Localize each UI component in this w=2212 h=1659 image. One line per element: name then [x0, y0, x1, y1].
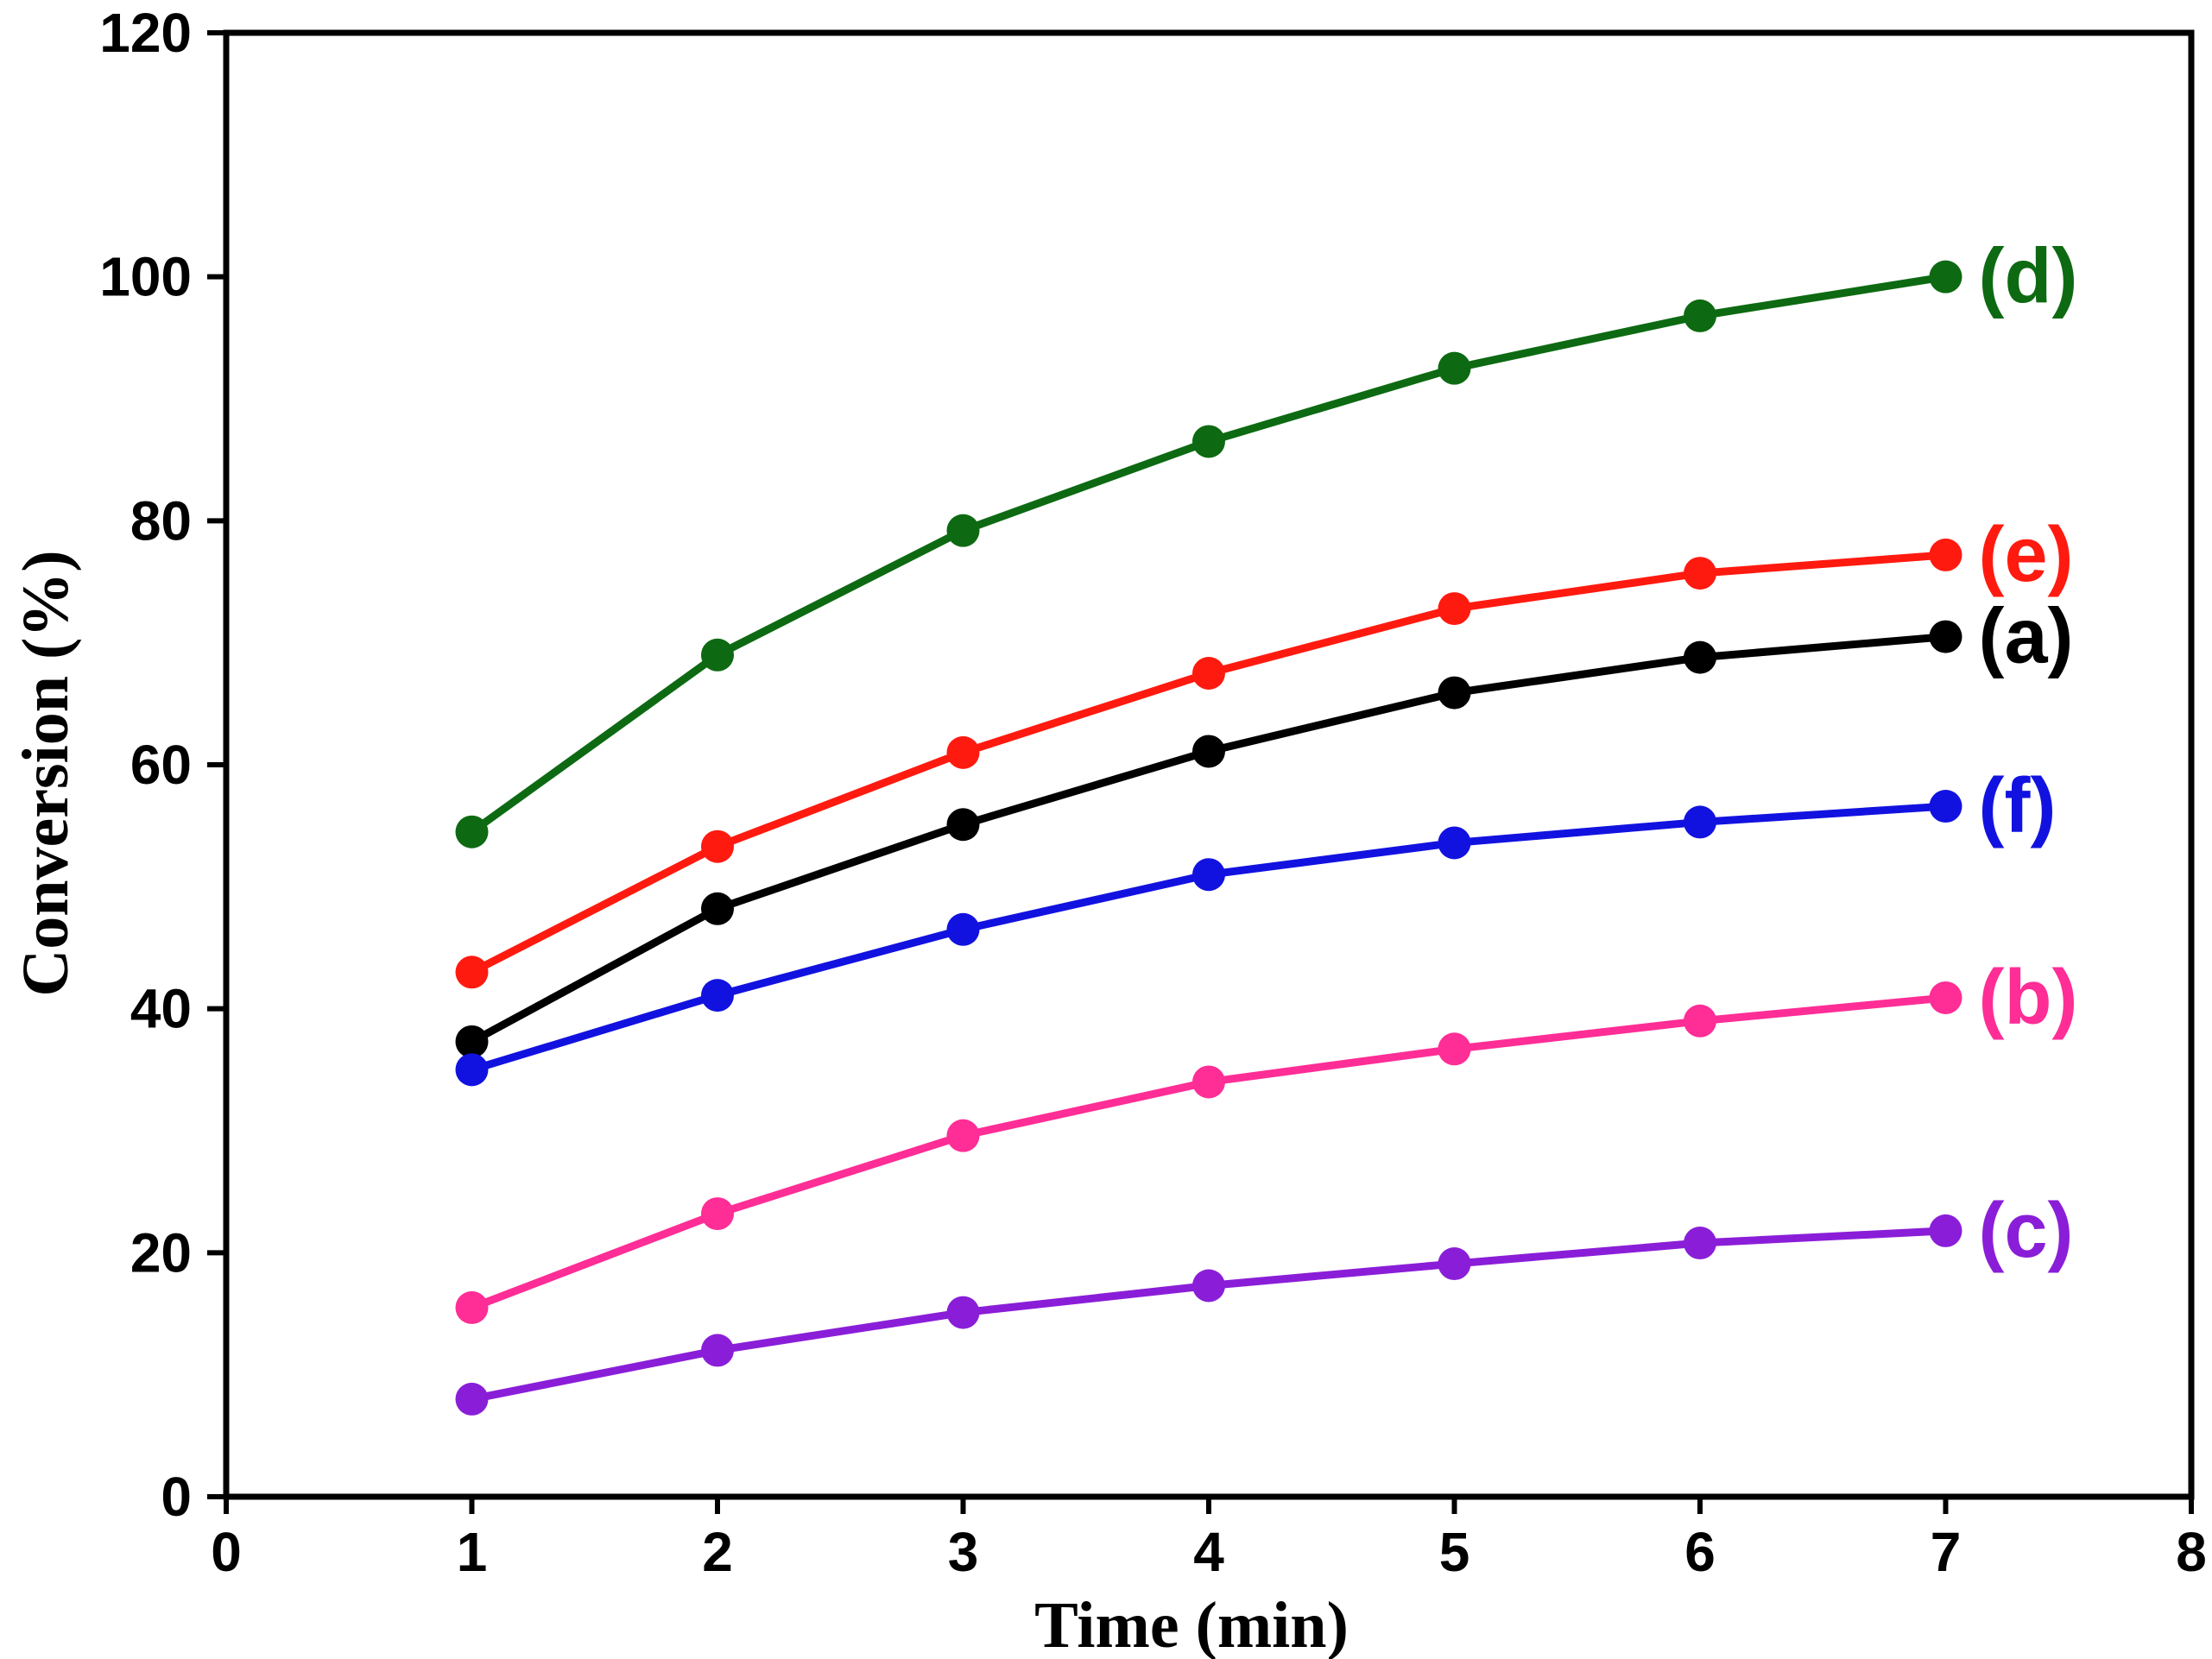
data-point [946, 912, 980, 946]
data-point [1684, 299, 1716, 332]
data-point [946, 1119, 980, 1152]
x-tick-label: 2 [702, 1521, 733, 1583]
x-axis-title: Time (min) [1034, 1589, 1349, 1659]
data-point [1684, 557, 1716, 590]
data-point [1438, 826, 1471, 860]
series-b [455, 981, 1962, 1324]
x-tick-label: 7 [1931, 1521, 1962, 1583]
series-label: (d) [1979, 234, 2078, 320]
data-point [1438, 676, 1471, 710]
data-point [455, 1053, 489, 1087]
data-point [1438, 592, 1471, 626]
data-point [455, 1382, 489, 1416]
series-d [455, 260, 1962, 848]
data-point [1929, 620, 1962, 653]
y-tick-label: 80 [130, 489, 192, 552]
x-tick-label: 1 [457, 1521, 488, 1583]
x-tick-label: 6 [1684, 1521, 1716, 1583]
data-point [701, 892, 734, 925]
series-label: (f) [1979, 763, 2057, 849]
series-line [468, 633, 1950, 1046]
data-point [1192, 1269, 1225, 1303]
data-point [1438, 1247, 1471, 1281]
data-point [946, 1296, 980, 1329]
data-point [1684, 640, 1716, 674]
series-label: (a) [1979, 594, 2074, 680]
data-point [946, 514, 980, 547]
y-tick-label: 120 [99, 2, 192, 64]
data-point [1192, 657, 1225, 690]
y-tick-label: 60 [130, 734, 192, 796]
data-point [455, 1025, 489, 1058]
y-tick-label: 40 [130, 978, 192, 1040]
series-label: (b) [1979, 955, 2078, 1041]
data-point [946, 808, 980, 842]
x-tick-label: 3 [948, 1521, 979, 1583]
data-point [701, 1334, 734, 1367]
data-point [1192, 425, 1225, 458]
series-line [468, 994, 1950, 1312]
data-point [1684, 1227, 1716, 1260]
series-c [455, 1214, 1962, 1416]
data-point [1684, 1004, 1716, 1038]
y-axis-title: Conversion (%) [9, 550, 82, 996]
series-f [455, 790, 1962, 1087]
data-point [1192, 1065, 1225, 1099]
data-point [701, 1197, 734, 1231]
x-tick-label: 5 [1439, 1521, 1470, 1583]
data-point [1929, 1214, 1962, 1247]
data-point [455, 815, 489, 848]
series-a [455, 620, 1962, 1058]
x-tick-label: 8 [2176, 1521, 2207, 1583]
series-label: (e) [1979, 512, 2074, 598]
data-point [455, 956, 489, 989]
data-point [701, 638, 734, 672]
series-line [468, 1227, 1950, 1404]
x-tick-label: 4 [1193, 1521, 1224, 1583]
data-point [1438, 351, 1471, 385]
data-point [1929, 790, 1962, 823]
series-line [468, 802, 1950, 1074]
series-label: (c) [1979, 1188, 2074, 1274]
data-point [701, 979, 734, 1012]
y-tick-label: 100 [99, 246, 192, 308]
data-point [455, 1290, 489, 1324]
data-point [946, 735, 980, 769]
data-point [701, 830, 734, 863]
data-point [1929, 260, 1962, 293]
y-tick-label: 0 [161, 1466, 192, 1528]
y-tick-label: 20 [130, 1221, 192, 1284]
data-point [1929, 981, 1962, 1014]
data-point [1192, 858, 1225, 892]
data-point [1192, 735, 1225, 768]
data-point [1929, 538, 1962, 571]
x-tick-label: 0 [211, 1521, 242, 1583]
series-layer [455, 260, 1962, 1416]
data-point [1438, 1032, 1471, 1066]
data-point [1684, 805, 1716, 839]
series-e [455, 538, 1962, 989]
labels-layer: (d) (e)(a) (f) (b) (c) [1979, 234, 2078, 1274]
